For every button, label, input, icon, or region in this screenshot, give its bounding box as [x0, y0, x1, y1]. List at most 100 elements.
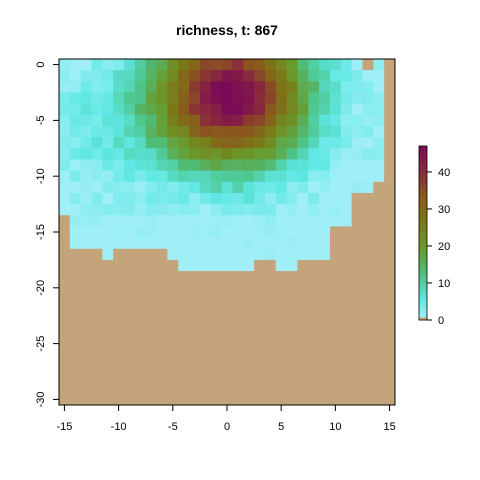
heatmap-cell	[319, 192, 331, 205]
colorbar-segment	[419, 233, 427, 237]
heatmap-cell	[199, 204, 212, 216]
colorbar-segment	[419, 175, 427, 179]
heatmap-cell	[102, 271, 114, 283]
heatmap-cell	[319, 181, 331, 194]
heatmap-cell	[59, 226, 71, 238]
heatmap-cell	[351, 282, 363, 294]
heatmap-cell	[189, 148, 201, 160]
colorbar-segment	[419, 209, 427, 213]
colorbar-segment	[419, 291, 427, 295]
heatmap-cell	[124, 181, 136, 194]
heatmap-cell	[232, 170, 244, 183]
heatmap-cell	[189, 349, 201, 361]
heatmap-cell	[308, 137, 320, 149]
heatmap-cell	[69, 81, 82, 93]
heatmap-cell	[134, 360, 147, 372]
colorbar-segment	[419, 253, 427, 257]
heatmap-cell	[113, 382, 125, 395]
heatmap-cell	[59, 349, 71, 361]
heatmap-cell	[221, 159, 233, 172]
heatmap-cell	[113, 181, 125, 194]
heatmap-cell	[254, 125, 266, 138]
heatmap-cell	[221, 92, 233, 105]
heatmap-cell	[80, 137, 92, 149]
colorbar-segment	[419, 285, 427, 289]
heatmap-cell	[319, 338, 331, 350]
heatmap-cell	[80, 114, 92, 127]
heatmap-cell	[362, 315, 374, 328]
heatmap-cell	[362, 282, 374, 294]
x-tick-label: 15	[383, 421, 395, 433]
colorbar-segment	[419, 221, 427, 225]
heatmap-cell	[113, 192, 125, 205]
heatmap-cell	[178, 326, 190, 339]
y-tick-label: 0	[35, 62, 47, 68]
heatmap-cell	[319, 125, 331, 138]
heatmap-cell	[340, 103, 353, 116]
heatmap-cell	[145, 371, 157, 384]
heatmap-cell	[167, 192, 179, 205]
heatmap-cell	[297, 259, 309, 272]
heatmap-cell	[384, 137, 396, 149]
heatmap-cell	[167, 125, 179, 138]
heatmap-cell	[286, 248, 298, 261]
x-tick-label: 0	[224, 421, 230, 433]
heatmap-cell	[264, 192, 277, 205]
heatmap-cell	[297, 382, 309, 395]
heatmap-cell	[102, 393, 114, 406]
heatmap-cell	[243, 282, 255, 294]
heatmap-cell	[308, 181, 320, 194]
heatmap-cell	[91, 215, 103, 227]
heatmap-cell	[340, 81, 353, 93]
heatmap-cell	[351, 304, 363, 317]
heatmap-cell	[102, 382, 114, 395]
heatmap-cell	[221, 293, 233, 305]
heatmap-cell	[373, 59, 385, 71]
heatmap-cell	[189, 215, 201, 227]
heatmap-cell	[59, 114, 71, 127]
heatmap-cell	[80, 92, 92, 105]
heatmap-cell	[351, 92, 363, 105]
heatmap-cell	[351, 271, 363, 283]
heatmap-cell	[351, 371, 363, 384]
heatmap-cell	[167, 59, 179, 71]
heatmap-cell	[329, 282, 342, 294]
heatmap-cell	[264, 170, 277, 183]
colorbar-segment	[419, 262, 427, 266]
heatmap-cell	[91, 349, 103, 361]
heatmap-cell	[232, 393, 244, 406]
heatmap-cell	[80, 326, 92, 339]
heatmap-cell	[308, 371, 320, 384]
heatmap-cell	[297, 304, 309, 317]
heatmap-cell	[221, 103, 233, 116]
heatmap-cell	[91, 271, 103, 283]
heatmap-cell	[145, 204, 157, 216]
heatmap-cell	[232, 103, 244, 116]
heatmap-cell	[145, 70, 157, 82]
heatmap-cell	[232, 125, 244, 138]
heatmap-cell	[199, 137, 212, 149]
heatmap-cell	[145, 326, 157, 339]
heatmap-cell	[243, 204, 255, 216]
heatmap-cell	[102, 371, 114, 384]
heatmap-cell	[189, 70, 201, 82]
heatmap-cell	[362, 226, 374, 238]
heatmap-cell	[102, 282, 114, 294]
heatmap-cell	[340, 114, 353, 127]
heatmap-cell	[243, 315, 255, 328]
heatmap-cell	[210, 259, 222, 272]
heatmap-cell	[167, 293, 179, 305]
heatmap-cell	[308, 271, 320, 283]
heatmap-cell	[124, 382, 136, 395]
x-tick-label: 5	[278, 421, 284, 433]
heatmap-cell	[286, 360, 298, 372]
heatmap-cell	[145, 137, 157, 149]
heatmap-cell	[113, 338, 125, 350]
heatmap-cell	[134, 237, 147, 250]
heatmap-cell	[199, 70, 212, 82]
heatmap-cell	[124, 226, 136, 238]
heatmap-cell	[102, 114, 114, 127]
heatmap-cell	[221, 382, 233, 395]
heatmap-cell	[69, 204, 82, 216]
heatmap-cell	[340, 259, 353, 272]
